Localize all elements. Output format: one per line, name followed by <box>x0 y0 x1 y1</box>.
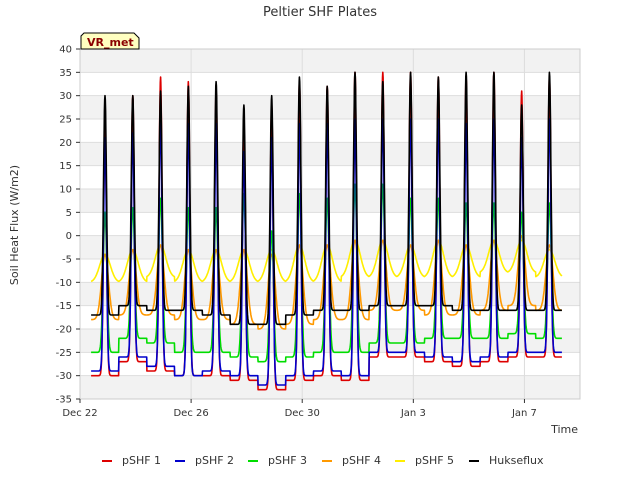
x-tick-label: Jan 3 <box>400 408 426 419</box>
legend-label: pSHF 4 <box>342 454 381 467</box>
y-tick-label: 25 <box>59 115 72 126</box>
grid-band <box>80 189 580 213</box>
x-axis-ticks: Dec 22 Dec 26 Dec 30 Jan 3 Jan 7 <box>62 399 537 419</box>
y-tick-label: 35 <box>59 68 72 79</box>
y-tick-label: -5 <box>62 255 72 266</box>
x-tick-label: Dec 22 <box>62 408 97 419</box>
y-tick-label: 0 <box>66 231 72 242</box>
badge-box <box>80 32 140 50</box>
chart-title: Peltier SHF Plates <box>263 5 377 20</box>
legend-label: pSHF 3 <box>268 454 307 467</box>
y-tick-label: 20 <box>59 138 72 149</box>
y-tick-label: 10 <box>59 185 72 196</box>
legend-label: pSHF 2 <box>195 454 234 467</box>
legend-label: pSHF 5 <box>415 454 454 467</box>
x-tick-label: Dec 26 <box>173 408 208 419</box>
y-tick-label: 15 <box>59 161 72 172</box>
series-layer <box>90 71 563 391</box>
y-tick-label: -35 <box>56 395 72 406</box>
x-tick-label: Jan 7 <box>511 408 537 419</box>
grid-band <box>80 95 580 119</box>
grid-band <box>80 142 580 166</box>
y-tick-label: -10 <box>56 278 72 289</box>
grid-band <box>80 49 580 73</box>
badge-text: VR_met <box>87 36 134 49</box>
x-axis-label: Time <box>550 423 578 436</box>
y-tick-label: 5 <box>66 208 72 219</box>
site-badge: VR_met <box>80 32 140 50</box>
grid-band <box>80 375 580 399</box>
legend-label: pSHF 1 <box>122 454 161 467</box>
y-tick-label: 40 <box>59 45 72 56</box>
x-tick-label: Dec 30 <box>285 408 320 419</box>
y-axis-ticks: -35 -30 -25 -20 -15 -10 -5 0 5 10 15 20 25 30 35 40 <box>56 45 80 406</box>
y-tick-label: 30 <box>59 91 72 102</box>
plot-frame <box>79 48 581 400</box>
y-tick-label: -15 <box>56 301 72 312</box>
series-line-hukseflux <box>90 71 563 326</box>
legend-label: Hukseflux <box>489 454 544 467</box>
legend: pSHF 1 pSHF 2 pSHF 3 pSHF 4 pSHF 5 Hukseflux <box>102 454 544 467</box>
y-tick-label: -25 <box>56 348 72 359</box>
y-tick-label: -20 <box>56 325 72 336</box>
y-tick-label: -30 <box>56 371 72 382</box>
y-axis-label: Soil Heat Flux (W/m2) <box>8 165 21 285</box>
